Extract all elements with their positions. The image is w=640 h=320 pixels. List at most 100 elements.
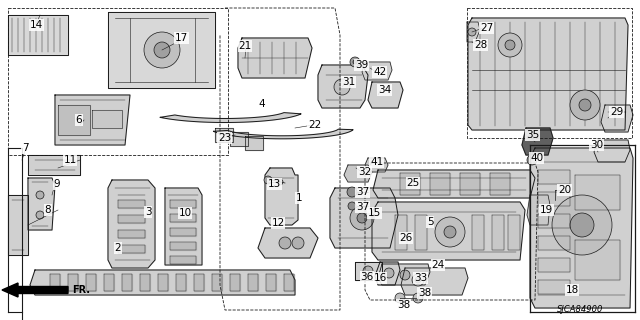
Polygon shape [58,105,90,135]
Circle shape [552,195,612,255]
Polygon shape [490,173,510,195]
Polygon shape [430,173,450,195]
Polygon shape [108,180,155,268]
Text: 13: 13 [268,179,281,189]
Polygon shape [472,215,484,250]
Circle shape [334,79,350,95]
Polygon shape [165,188,202,265]
Text: 28: 28 [474,40,487,50]
Polygon shape [373,170,535,198]
Circle shape [570,90,600,120]
Circle shape [348,202,356,210]
Polygon shape [28,155,80,175]
Polygon shape [170,228,196,236]
Polygon shape [527,195,550,225]
Polygon shape [538,170,570,184]
Text: 20: 20 [558,185,571,195]
Circle shape [413,293,423,303]
Text: 12: 12 [271,218,285,228]
Circle shape [415,277,421,283]
Polygon shape [170,242,196,250]
Circle shape [527,155,537,165]
Circle shape [350,206,374,230]
Polygon shape [50,274,60,291]
Polygon shape [362,62,392,80]
Polygon shape [118,245,145,253]
Polygon shape [8,195,28,255]
Polygon shape [538,236,570,250]
Circle shape [264,176,272,184]
Polygon shape [8,15,68,55]
Polygon shape [372,202,525,260]
Circle shape [468,28,476,36]
Text: 38: 38 [397,300,410,310]
Text: 34: 34 [378,85,391,95]
Text: 4: 4 [258,99,264,109]
Text: 24: 24 [431,260,445,270]
Circle shape [350,57,360,67]
Circle shape [277,179,283,185]
Text: 37: 37 [356,202,369,212]
Text: 32: 32 [358,167,371,177]
Polygon shape [266,274,276,291]
Circle shape [357,213,367,223]
Text: 5: 5 [427,217,433,227]
Polygon shape [108,12,215,88]
Polygon shape [230,132,248,146]
Polygon shape [400,173,420,195]
Polygon shape [170,214,196,222]
Circle shape [395,293,405,303]
Circle shape [384,268,394,278]
Circle shape [498,33,522,57]
Polygon shape [575,175,620,210]
Polygon shape [460,173,480,195]
Text: 38: 38 [418,288,431,298]
Text: 40: 40 [530,153,543,163]
Polygon shape [395,215,407,250]
Text: 26: 26 [399,233,413,243]
Text: 11: 11 [63,155,77,165]
Circle shape [505,40,515,50]
Text: FR.: FR. [72,285,90,295]
Text: 41: 41 [370,157,383,167]
Polygon shape [118,230,145,238]
Polygon shape [230,274,240,291]
Text: 14: 14 [30,20,44,30]
Polygon shape [575,240,620,280]
Polygon shape [238,38,312,78]
Polygon shape [170,256,196,264]
Text: 21: 21 [238,41,252,51]
Polygon shape [158,274,168,291]
FancyArrow shape [2,283,68,297]
Text: 42: 42 [373,67,387,77]
Polygon shape [538,258,570,272]
Text: 30: 30 [590,140,603,150]
Polygon shape [401,268,468,295]
Polygon shape [330,188,398,248]
Text: 27: 27 [480,23,493,33]
Polygon shape [214,129,353,139]
Text: 25: 25 [406,178,420,188]
Text: 39: 39 [355,60,368,70]
Text: 8: 8 [45,205,51,215]
Polygon shape [344,165,372,182]
Polygon shape [176,274,186,291]
Circle shape [347,187,357,197]
Polygon shape [194,274,204,291]
Polygon shape [160,113,301,123]
Polygon shape [104,274,114,291]
Text: 29: 29 [610,107,623,117]
Text: 17: 17 [175,33,188,43]
Text: 6: 6 [76,115,83,125]
Polygon shape [92,110,122,128]
Polygon shape [318,65,368,108]
Circle shape [36,211,44,219]
Polygon shape [538,192,570,206]
Polygon shape [170,200,196,208]
Text: 1: 1 [296,193,302,203]
Polygon shape [530,148,633,308]
Circle shape [400,270,410,280]
Polygon shape [378,264,430,285]
Polygon shape [508,215,520,250]
Circle shape [444,226,456,238]
